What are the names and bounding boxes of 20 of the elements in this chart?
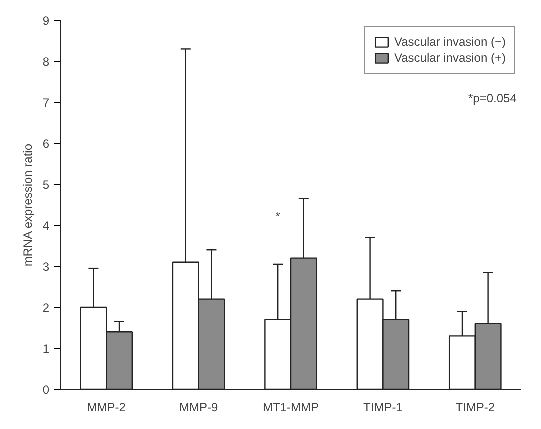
x-tick-label: TIMP-1	[364, 400, 404, 414]
x-tick-label: MMP-2	[87, 400, 126, 414]
y-tick-label: 6	[42, 137, 50, 151]
y-tick-label: 7	[42, 96, 50, 110]
y-tick-label: 8	[42, 55, 50, 69]
legend-label: Vascular invasion (−)	[394, 35, 506, 49]
y-tick-label: 9	[42, 14, 50, 28]
y-tick-label: 4	[42, 219, 50, 233]
y-tick-label: 2	[42, 301, 50, 315]
y-tick-label: 5	[42, 178, 50, 192]
annotation: *	[276, 209, 281, 224]
x-tick-label: TIMP-2	[456, 400, 496, 414]
y-axis-title: mRNA expression ratio	[20, 144, 35, 267]
y-tick-label: 0	[42, 383, 50, 397]
x-tick-label: MMP-9	[179, 400, 218, 414]
y-tick-label: 3	[42, 260, 50, 274]
legend-label: Vascular invasion (+)	[394, 51, 506, 65]
x-tick-label: MT1-MMP	[263, 400, 320, 414]
y-tick-label: 1	[42, 342, 50, 356]
annotation: *p=0.054	[468, 91, 518, 106]
